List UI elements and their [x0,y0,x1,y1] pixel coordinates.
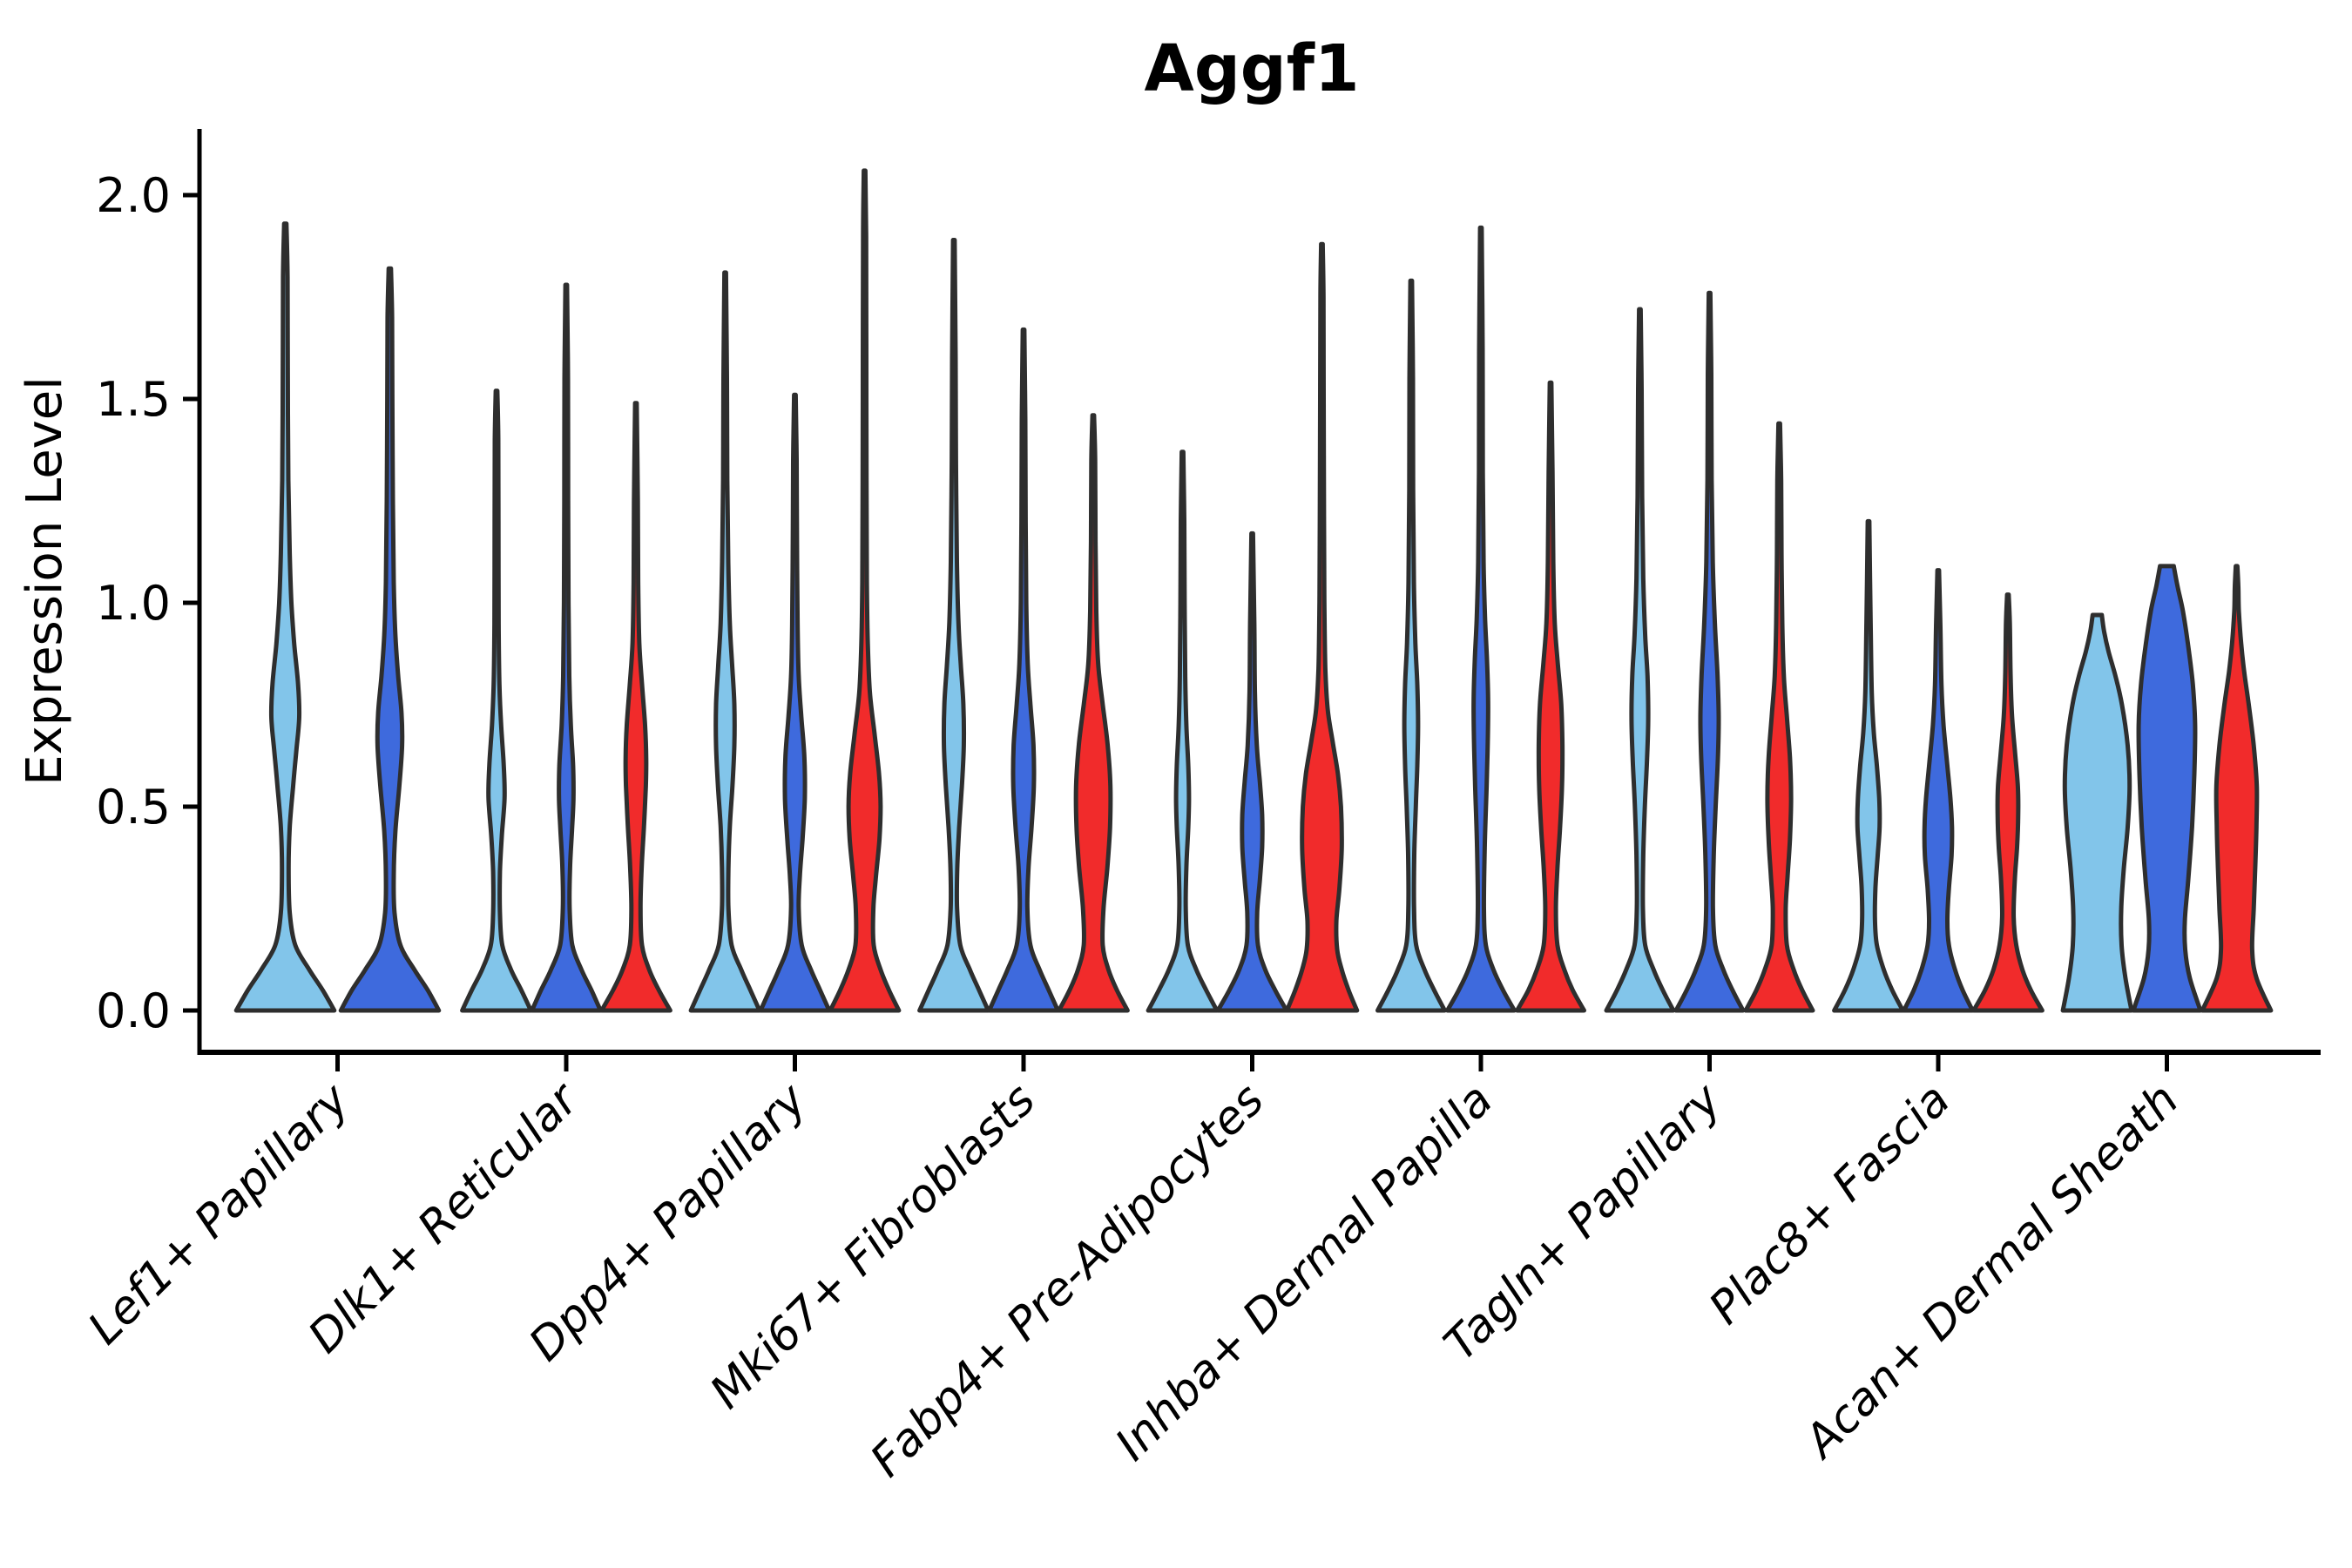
violin-inhba-dermal-papilla-lightblue [1375,278,1447,1013]
y-axis-label: Expression Level [17,376,73,786]
violin-lef1-papillary-lightblue [233,221,337,1013]
violin-tagln-papillary-lightblue [1604,307,1676,1013]
chart-title: Aggf1 [1145,31,1360,106]
y-tick-label-2.0: 2.0 [96,168,171,223]
violin-dlk1-reticular-darkblue [530,282,603,1013]
violin-fabp4-pre-adipocytes-darkblue [1215,531,1289,1013]
violin-fabp4-pre-adipocytes-lightblue [1146,449,1220,1013]
violin-plac8-fascia-darkblue [1902,568,1975,1013]
violin-inhba-dermal-papilla-red [1515,380,1586,1013]
violin-dpp4-papillary-red [828,168,902,1013]
violin-lef1-papillary-darkblue [338,266,442,1013]
violin-plac8-fascia-red [1971,592,2044,1013]
x-tick-label-fabp4-pre-adipocytes: Fabp4+ Pre-Adipocytes [861,1074,1274,1488]
y-tick-label-0.0: 0.0 [96,983,171,1038]
x-tick-label-plac8-fascia: Plac8+ Fascia [1700,1074,1960,1335]
y-tick-label-0.5: 0.5 [96,780,171,835]
violin-tagln-papillary-darkblue [1673,290,1746,1013]
y-tick-label-1.5: 1.5 [96,372,171,427]
axes-layer [197,129,2321,1055]
y-axis-ticks: 0.0 0.5 1.0 1.5 2.0 [96,168,199,1038]
violin-inhba-dermal-papilla-darkblue [1445,225,1517,1013]
violin-acan-dermal-sheath-darkblue [2131,564,2203,1013]
violin-mki67-fibroblasts-lightblue [917,238,990,1013]
violin-acan-dermal-sheath-red [2200,564,2274,1013]
violin-mki67-fibroblasts-red [1057,413,1130,1013]
violin-plac8-fascia-lightblue [1832,518,1905,1013]
violin-dlk1-reticular-lightblue [460,389,533,1013]
violin-dpp4-papillary-lightblue [688,270,762,1013]
x-tick-label-acan-dermal-sheath: Acan+ Dermal Sheath [1794,1074,2189,1470]
violin-acan-dermal-sheath-lightblue [2060,612,2134,1013]
violin-tagln-papillary-red [1743,421,1815,1013]
violin-dpp4-papillary-darkblue [758,392,832,1013]
violin-mki67-fibroblasts-darkblue [987,327,1060,1013]
violin-fabp4-pre-adipocytes-red [1284,241,1360,1013]
y-tick-label-1.0: 1.0 [96,576,171,631]
violin-dlk1-reticular-red [599,401,672,1013]
violins-layer [233,168,2274,1013]
x-tick-label-inhba-dermal-papilla: Inhba+ Dermal Papilla [1105,1074,1503,1471]
